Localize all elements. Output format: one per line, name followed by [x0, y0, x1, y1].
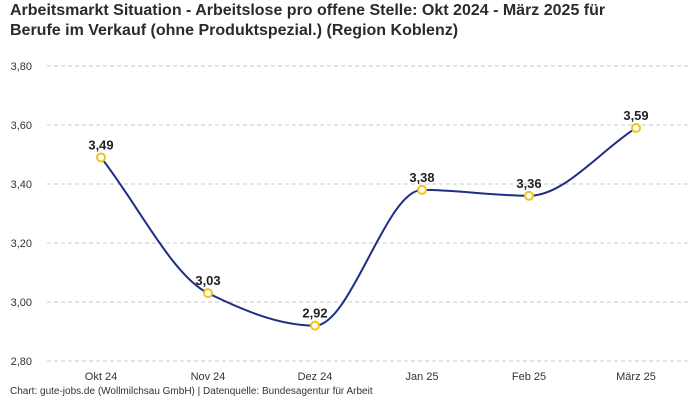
y-tick-label: 3,60 [11, 120, 32, 132]
y-tick-label: 3,80 [11, 61, 32, 73]
source-footer: Chart: gute-jobs.de (Wollmilchsau GmbH) … [10, 386, 373, 397]
data-point [310, 320, 320, 331]
data-point-markers [96, 122, 641, 331]
x-tick-label: Dez 24 [298, 371, 333, 383]
data-label: 2,92 [302, 306, 327, 321]
data-point [524, 190, 534, 201]
data-label: 3,59 [623, 108, 648, 123]
data-point [96, 152, 106, 163]
x-axis-tick-labels: Okt 24 Nov 24 Dez 24 Jan 25 Feb 25 März 25 [85, 371, 656, 383]
data-point [203, 288, 213, 299]
y-tick-label: 3,40 [11, 179, 32, 191]
x-tick-label: Feb 25 [512, 371, 546, 383]
y-axis-tick-labels: 2,80 3,00 3,20 3,40 3,60 3,80 [11, 61, 32, 368]
x-tick-label: Nov 24 [191, 371, 226, 383]
data-label: 3,38 [409, 170, 434, 185]
data-point [417, 184, 427, 195]
chart-title: Arbeitsmarkt Situation - Arbeitslose pro… [10, 1, 690, 41]
series-line [100, 127, 637, 327]
data-point [631, 122, 641, 133]
chart-title-line-1: Arbeitsmarkt Situation - Arbeitslose pro… [10, 2, 606, 19]
chart-title-line-2: Berufe im Verkauf (ohne Produktspezial.)… [10, 22, 459, 39]
y-tick-label: 3,20 [11, 238, 32, 250]
x-tick-label: Jan 25 [405, 371, 438, 383]
x-tick-label: März 25 [616, 371, 656, 383]
data-label: 3,36 [516, 176, 541, 191]
data-label: 3,03 [195, 273, 220, 288]
y-tick-label: 2,80 [11, 356, 32, 368]
data-labels: 3,49 3,03 2,92 3,38 3,36 3,59 [88, 108, 648, 321]
x-tick-label: Okt 24 [85, 371, 117, 383]
y-tick-label: 3,00 [11, 297, 32, 309]
gridlines [47, 65, 690, 362]
data-label: 3,49 [88, 137, 113, 152]
